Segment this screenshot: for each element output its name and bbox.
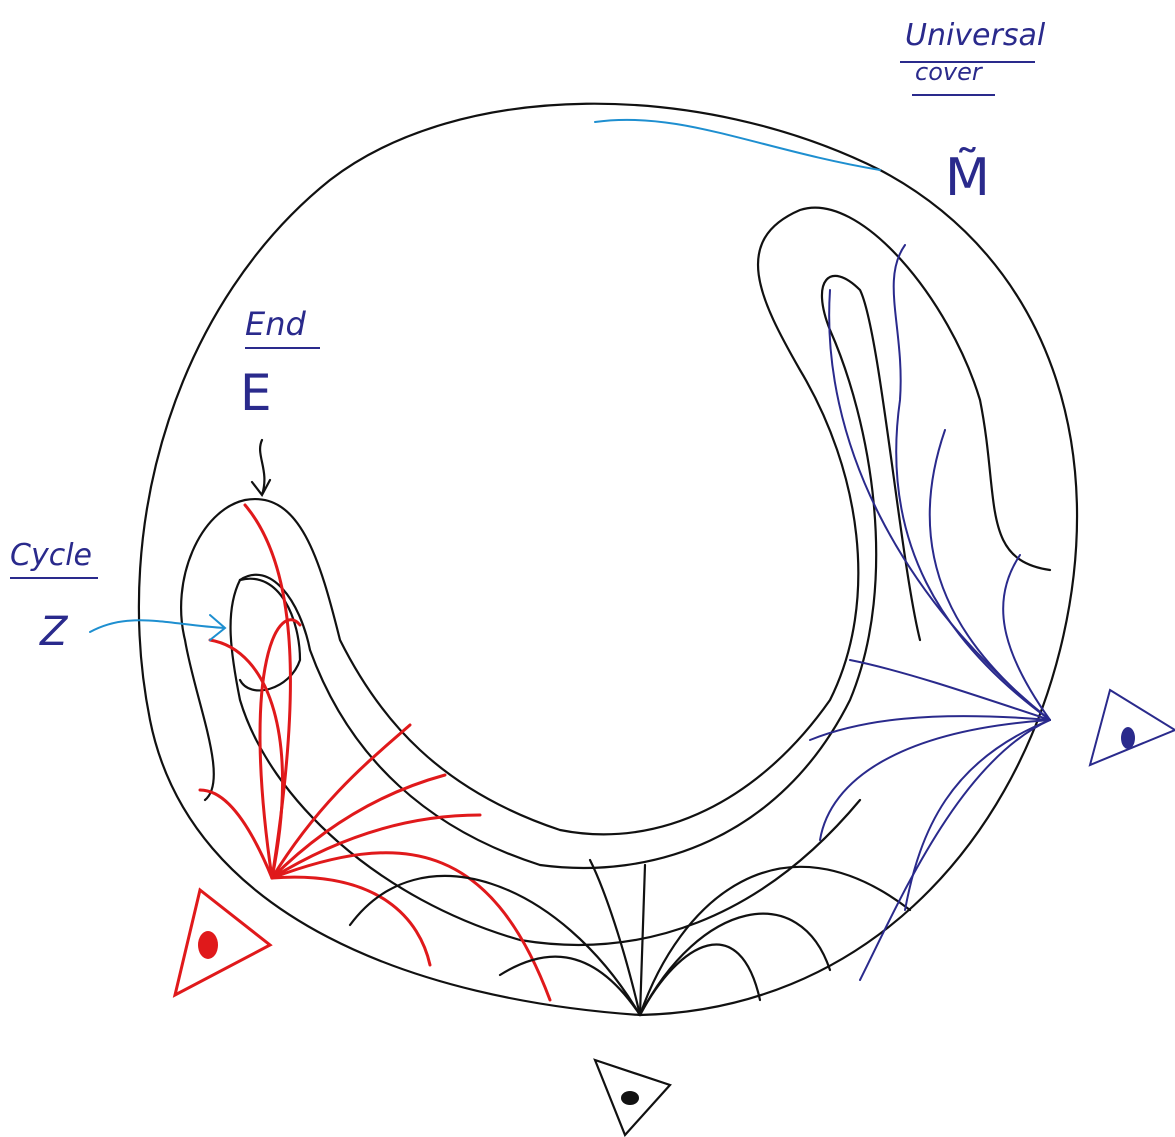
end-arrow <box>250 438 272 498</box>
blue-fan <box>809 244 1051 981</box>
red-fan <box>198 503 552 1002</box>
right-eye <box>1088 688 1175 767</box>
universal-label: Universal <box>905 18 1046 53</box>
outer-boundary-highlight <box>594 118 881 171</box>
cover-label: cover <box>915 58 984 86</box>
pupil <box>198 931 218 959</box>
cycle-loop <box>238 577 302 692</box>
bottom-eye <box>593 1058 672 1137</box>
end-label: End <box>245 305 307 343</box>
inner-region <box>180 206 1052 836</box>
cycle-symbol: Z <box>39 609 69 655</box>
pupil <box>1121 727 1135 749</box>
inner-curve <box>229 578 862 946</box>
black-fan <box>348 858 912 1017</box>
end-symbol: E <box>240 364 272 422</box>
inner-band <box>238 274 922 870</box>
cycle-arrow <box>89 614 227 641</box>
pupil <box>621 1091 639 1105</box>
red-eye <box>172 887 273 998</box>
outer-boundary <box>137 102 1079 1017</box>
cycle-label: Cycle <box>10 538 92 573</box>
manifold-symbol: M̃ <box>945 147 990 208</box>
